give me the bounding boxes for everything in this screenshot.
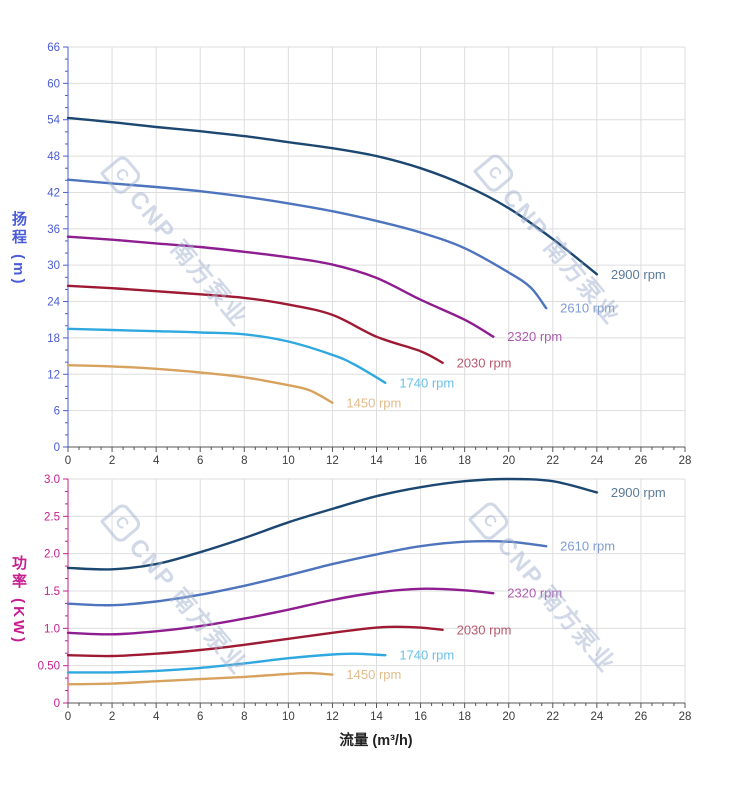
x-tick-label: 26 xyxy=(635,455,648,467)
x-tick-label: 10 xyxy=(282,711,295,723)
x-tick-label: 24 xyxy=(590,711,603,723)
y-tick-label: 18 xyxy=(47,333,60,345)
curve-2900rpm-power xyxy=(66,477,599,571)
curve-2030rpm-power xyxy=(66,625,444,658)
x-tick-label: 22 xyxy=(546,455,559,467)
x-tick-label: 18 xyxy=(458,455,471,467)
x-tick-label: 24 xyxy=(590,455,603,467)
x-tick-label: 16 xyxy=(414,455,427,467)
x-tick-label: 12 xyxy=(326,711,339,723)
x-tick-label: 8 xyxy=(241,455,247,467)
x-tick-label: 12 xyxy=(326,455,339,467)
curve-1740rpm-power xyxy=(66,652,387,674)
label-2030rpm-head: 2030 rpm xyxy=(457,355,512,370)
y-tick-label: 54 xyxy=(47,115,60,127)
flow-axis-title: 流量 (m³/h) xyxy=(339,733,413,749)
x-tick-label: 14 xyxy=(370,711,383,723)
head-axis-title: 扬程 (m) xyxy=(10,211,27,287)
x-tick-label: 26 xyxy=(635,711,648,723)
label-1450rpm-power: 1450 rpm xyxy=(346,667,401,682)
label-1740rpm-power: 1740 rpm xyxy=(399,648,454,663)
label-2900rpm-head: 2900 rpm xyxy=(611,267,666,282)
curve-2610rpm-power xyxy=(66,539,548,607)
curve-2320rpm-head xyxy=(66,235,495,338)
power-chart: 0 2 4 6 8 10 12 14 16 18 20 22 24 26 2800.501.01.52.02… xyxy=(38,474,692,723)
x-tick-label: 6 xyxy=(197,455,203,467)
y-tick-label: 2.0 xyxy=(44,549,60,561)
label-2610rpm-head: 2610 rpm xyxy=(560,301,615,316)
head-chart: 0 2 4 6 8 10 12 14 16 18 20 22 24 26 28061218243036424… xyxy=(47,42,691,467)
y-tick-label: 42 xyxy=(47,187,60,199)
y-tick-label: 66 xyxy=(47,42,60,54)
label-2900rpm-power: 2900 rpm xyxy=(611,485,666,500)
x-tick-label: 0 xyxy=(65,455,71,467)
y-tick-label: 3.0 xyxy=(44,474,60,486)
y-tick-label: 1.5 xyxy=(44,586,60,598)
label-2030rpm-power: 2030 rpm xyxy=(457,622,512,637)
y-tick-label: 12 xyxy=(47,369,60,381)
x-tick-label: 28 xyxy=(679,711,692,723)
curve-1450rpm-power xyxy=(66,671,334,686)
axis-ticks xyxy=(63,46,686,452)
x-tick-label: 4 xyxy=(153,455,160,467)
x-tick-label: 14 xyxy=(370,455,383,467)
label-2320rpm-power: 2320 rpm xyxy=(507,586,562,601)
y-tick-label: 0.50 xyxy=(38,661,60,673)
label-2320rpm-head: 2320 rpm xyxy=(507,329,562,344)
x-tick-label: 20 xyxy=(502,711,515,723)
power-axis-title: 功率 (KW) xyxy=(10,555,27,646)
curve-2900rpm-head xyxy=(66,116,599,276)
x-tick-label: 28 xyxy=(679,455,692,467)
x-tick-label: 16 xyxy=(414,711,427,723)
y-tick-label: 30 xyxy=(47,260,60,272)
y-tick-label: 6 xyxy=(54,406,60,418)
curve-2030rpm-head xyxy=(66,284,444,364)
x-tick-label: 8 xyxy=(241,711,247,723)
curve-1740rpm-head xyxy=(66,327,387,384)
x-tick-label: 2 xyxy=(109,711,115,723)
y-tick-label: 2.5 xyxy=(44,511,60,523)
axis-ticks xyxy=(63,478,686,708)
y-tick-label: 48 xyxy=(47,151,60,163)
curve-2610rpm-head xyxy=(66,178,548,310)
y-tick-label: 0 xyxy=(54,442,60,454)
y-tick-label: 1.0 xyxy=(44,623,60,635)
curve-1450rpm-head xyxy=(66,364,334,404)
x-tick-label: 20 xyxy=(502,455,515,467)
y-tick-label: 0 xyxy=(54,698,60,710)
x-tick-label: 18 xyxy=(458,711,471,723)
label-1740rpm-head: 1740 rpm xyxy=(399,375,454,390)
gridlines xyxy=(67,46,686,448)
x-tick-label: 10 xyxy=(282,455,295,467)
x-tick-label: 0 xyxy=(65,711,71,723)
x-tick-label: 4 xyxy=(153,711,160,723)
x-tick-label: 6 xyxy=(197,711,203,723)
y-tick-label: 24 xyxy=(47,297,60,309)
label-2610rpm-power: 2610 rpm xyxy=(560,539,615,554)
x-tick-label: 2 xyxy=(109,455,115,467)
y-tick-label: 36 xyxy=(47,224,60,236)
y-tick-label: 60 xyxy=(47,78,60,90)
x-tick-label: 22 xyxy=(546,711,559,723)
curve-2320rpm-power xyxy=(66,587,495,636)
label-1450rpm-head: 1450 rpm xyxy=(346,395,401,410)
